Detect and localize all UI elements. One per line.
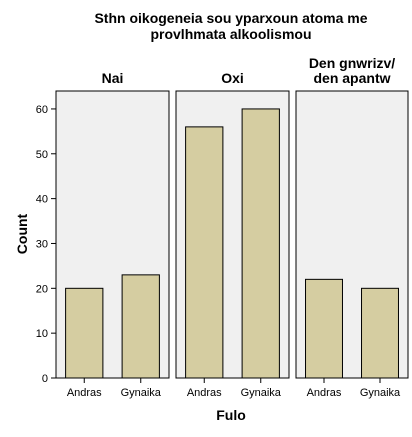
x-tick-label: Gynaika bbox=[360, 387, 401, 399]
x-axis-title: Fulo bbox=[216, 407, 246, 423]
y-tick-label: 60 bbox=[36, 104, 48, 116]
panel: Oxi Andras Gynaika bbox=[175, 70, 290, 399]
panel-title: Oxi bbox=[221, 70, 244, 86]
y-tick-label: 50 bbox=[36, 149, 48, 161]
panel: Nai Andras Gynaika bbox=[55, 70, 170, 399]
bar bbox=[305, 278, 343, 379]
x-tick-label: Andras bbox=[67, 387, 102, 399]
chart-title-line: provlhmata alkoolismou bbox=[150, 26, 311, 42]
bar bbox=[185, 126, 224, 379]
y-axis: 0 10 20 30 40 50 60 bbox=[36, 104, 56, 385]
chart-title: Sthn oikogeneia sou yparxoun atoma mepro… bbox=[94, 10, 367, 42]
panel-title: Nai bbox=[102, 70, 124, 86]
x-tick-label: Andras bbox=[187, 387, 222, 399]
y-tick-label: 30 bbox=[36, 238, 48, 250]
y-tick-label: 0 bbox=[42, 373, 48, 385]
panel-title: den apantw bbox=[313, 70, 390, 86]
x-tick-label: Gynaika bbox=[241, 387, 282, 399]
x-tick-label: Gynaika bbox=[121, 387, 162, 399]
y-tick-label: 10 bbox=[36, 328, 48, 340]
y-tick-label: 40 bbox=[36, 194, 48, 206]
panel-title: Den gnwrizv/ bbox=[309, 55, 395, 71]
bar bbox=[121, 274, 160, 379]
y-axis-title: Count bbox=[14, 213, 30, 254]
bar bbox=[361, 287, 399, 379]
panel: Den gnwrizv/den apantw Andras Gynaika bbox=[295, 55, 409, 399]
bar bbox=[241, 108, 280, 379]
x-tick-label: Andras bbox=[307, 387, 342, 399]
y-tick-label: 20 bbox=[36, 283, 48, 295]
bar bbox=[65, 287, 104, 379]
axis-titles: Fulo Count bbox=[14, 213, 246, 423]
chart-title-line: Sthn oikogeneia sou yparxoun atoma me bbox=[94, 10, 367, 26]
